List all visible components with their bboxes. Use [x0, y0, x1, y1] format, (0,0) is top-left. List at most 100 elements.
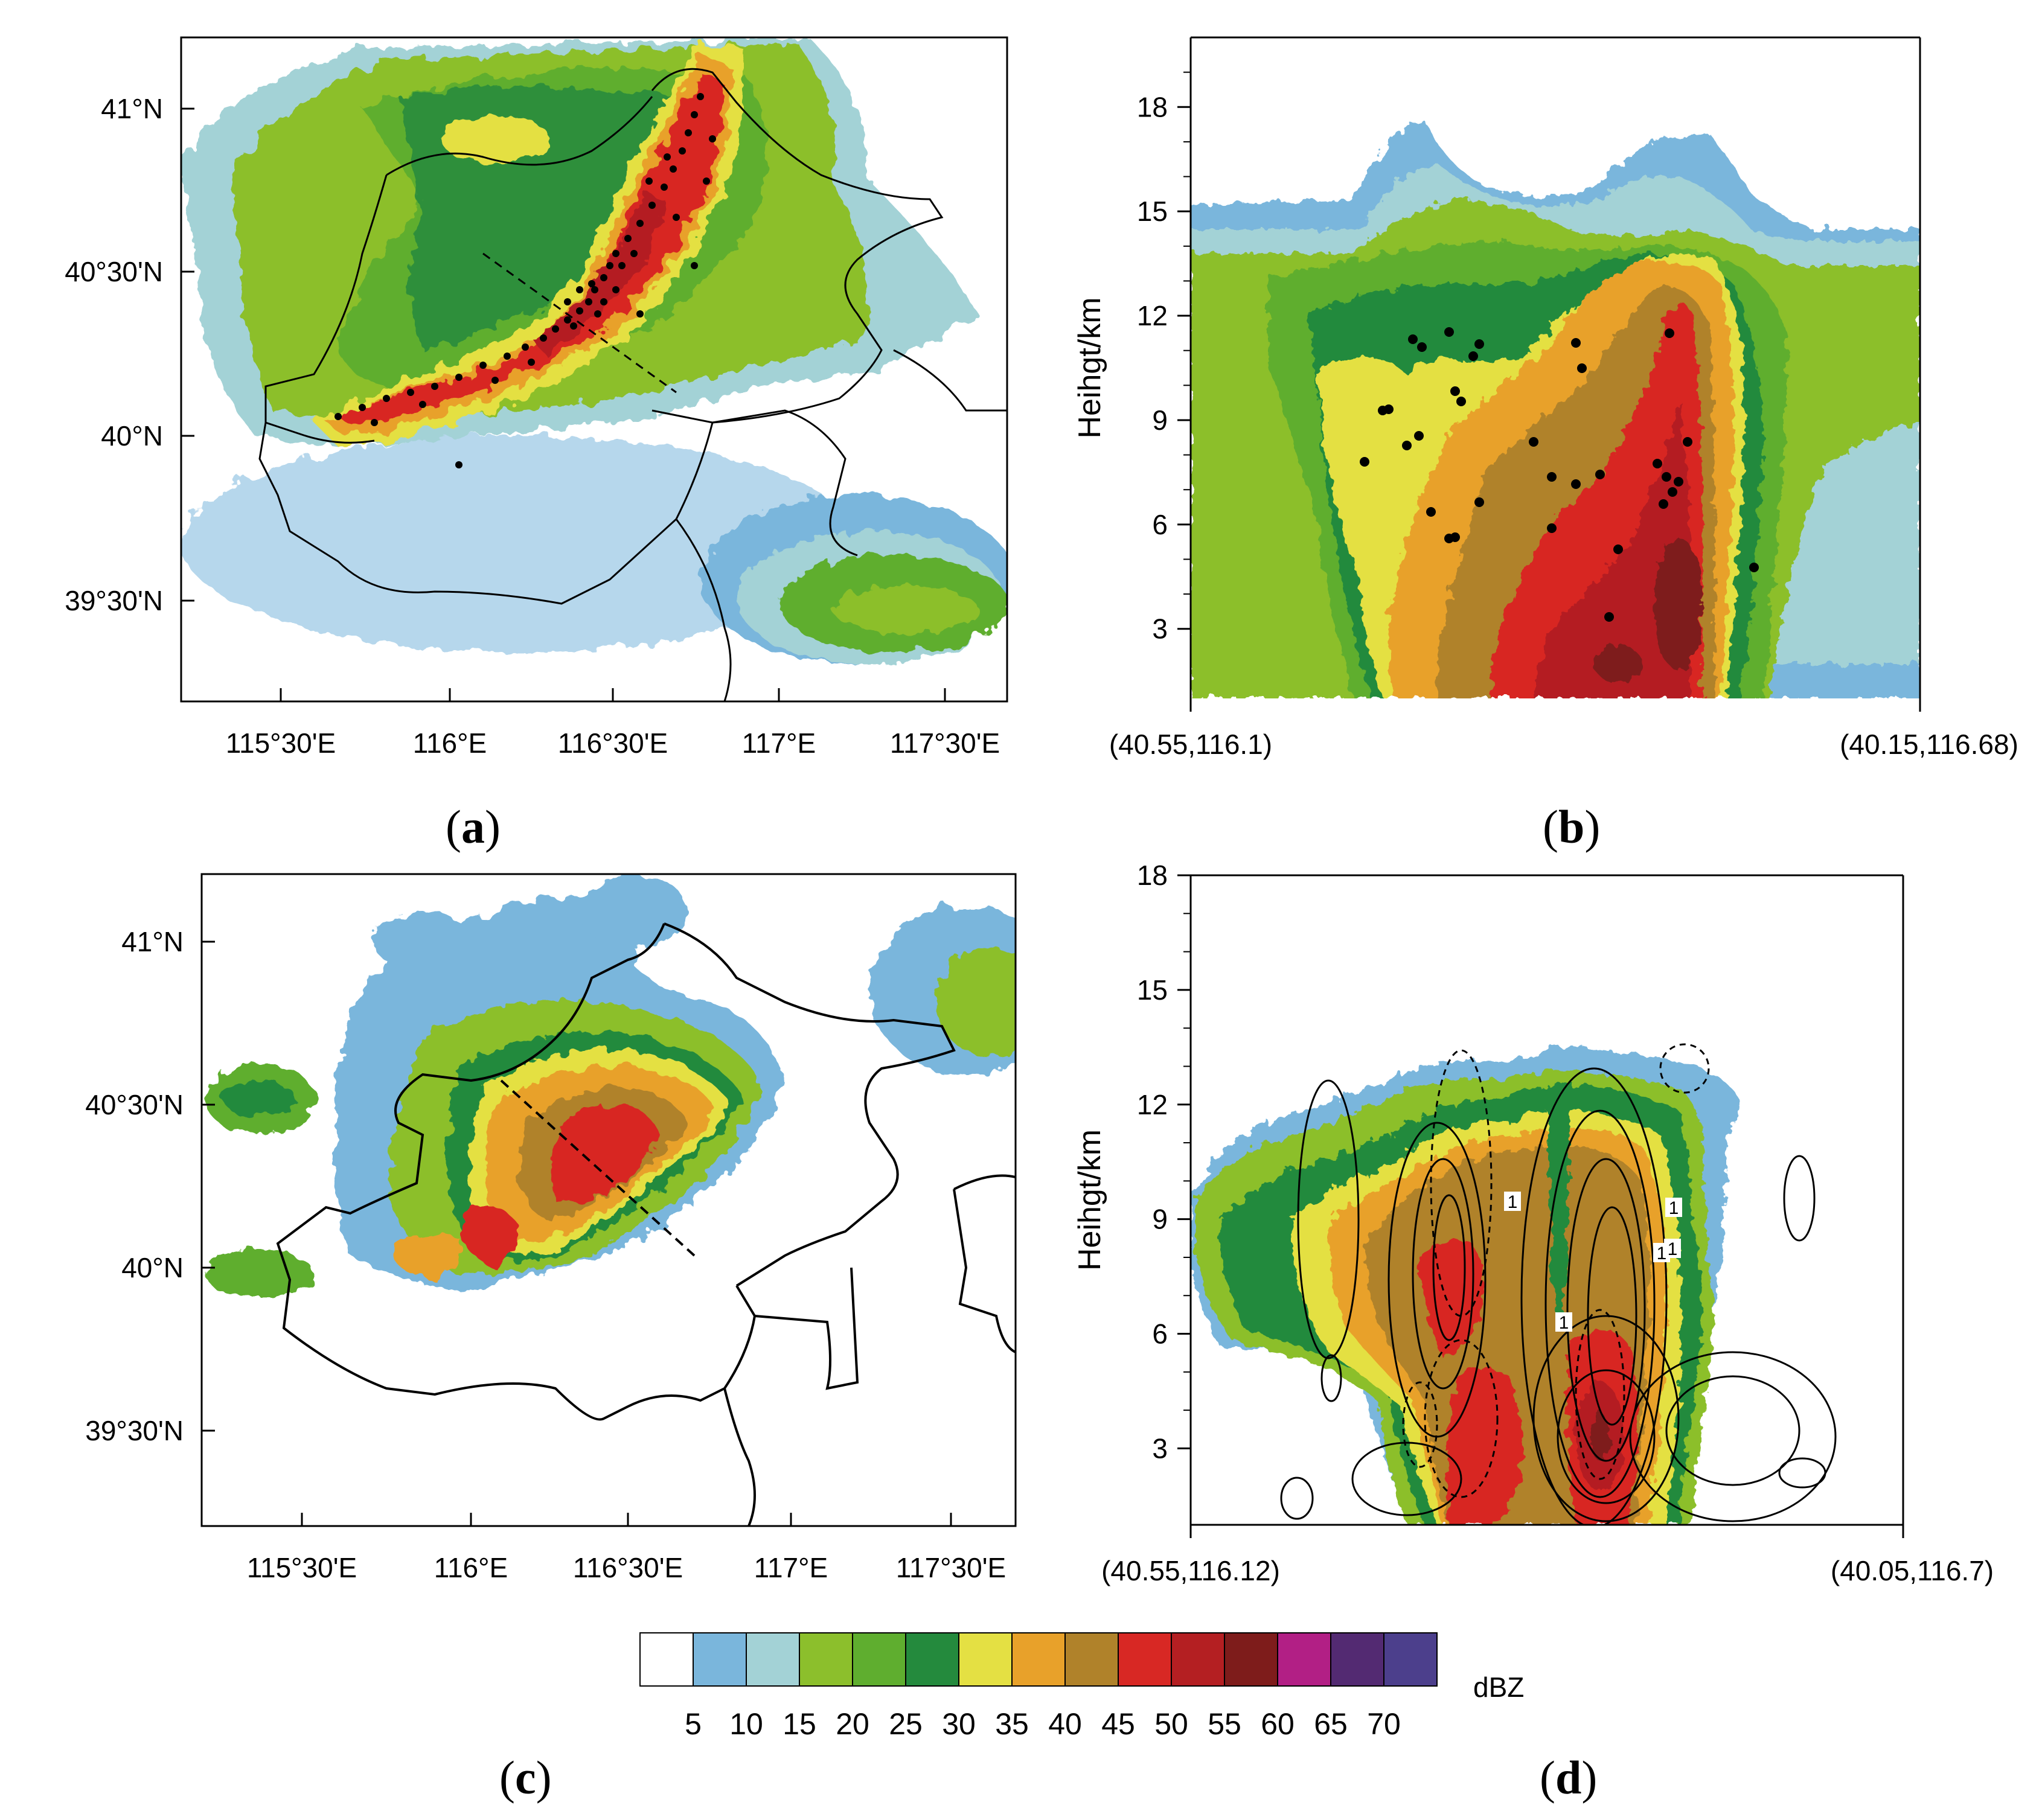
panel-a-reflectivity-field [181, 37, 1007, 701]
colorbar-swatch [1224, 1632, 1278, 1687]
panel-d-axes: 3 6 9 12 15 18 Heihgt/km (40.55,116.12) (40.05,1… [1072, 860, 1994, 1586]
contour-label: 1 [1668, 1239, 1678, 1259]
colorbar: 5 10 15 20 25 30 35 40 45 50 55 60 65 70 dBZ [639, 1632, 1524, 1741]
colorbar-tick-label: 20 [836, 1707, 869, 1741]
panel-a-boundaries [258, 68, 1007, 701]
panel-a-frame [180, 36, 1008, 703]
colorbar-tick-label: 40 [1048, 1707, 1082, 1741]
y-tick-label: 39°30'N [85, 1415, 184, 1446]
panel-b-lightning-dots [1360, 327, 1759, 622]
contour-label-box [1504, 1192, 1521, 1211]
x-tick-label: 117°30'E [890, 727, 1000, 759]
panel-b-axes: 3 6 9 12 15 18 Heihgt/km (40.55,116.1) (40.15,11… [1072, 71, 2018, 760]
y-tick-label: 18 [1137, 860, 1168, 891]
y-axis-label: Heihgt/km [1072, 297, 1107, 438]
panel-a-section-line [482, 252, 677, 394]
y-tick-label: 39°30'N [65, 585, 163, 616]
panel-c: 115°30'E 116°E 116°30'E 117°E 117°30'E 41°N 40… [85, 873, 1017, 1583]
colorbar-swatch [693, 1632, 747, 1687]
colorbar-tick-label: 60 [1261, 1707, 1295, 1741]
colorbar-swatch [958, 1632, 1013, 1687]
colorbar-swatch [1011, 1632, 1066, 1687]
y-tick-label: 9 [1152, 1204, 1168, 1235]
colorbar-swatch [1064, 1632, 1119, 1687]
colorbar-tick-label: 65 [1314, 1707, 1348, 1741]
caption-b: (b) [1543, 800, 1601, 853]
colorbar-unit: dBZ [1473, 1672, 1524, 1703]
y-tick-label: 9 [1152, 404, 1168, 436]
colorbar-tick-label: 35 [995, 1707, 1029, 1741]
colorbar-swatch [639, 1632, 694, 1687]
colorbar-swatch [1383, 1632, 1438, 1687]
panel-d-contours [1280, 1067, 1837, 1525]
panel-b: 3 6 9 12 15 18 Heihgt/km (40.55,116.1) (40.15,11… [1072, 36, 2018, 760]
x-tick-label: 117°E [742, 727, 816, 759]
y-tick-label: 40°N [121, 1252, 184, 1283]
y-tick-label: 12 [1137, 300, 1168, 331]
panel-c-frame [200, 873, 1017, 1527]
colorbar-tick-label: 10 [729, 1707, 763, 1741]
section-start-label: (40.55,116.1) [1109, 729, 1272, 760]
contour-label-box [1664, 1239, 1681, 1258]
colorbar-swatch [905, 1632, 959, 1687]
colorbar-swatch [852, 1632, 906, 1687]
colorbar-tick-label: 50 [1154, 1707, 1188, 1741]
panel-b-reflectivity-field [1191, 121, 1920, 698]
x-tick-label: 116°30'E [558, 727, 668, 759]
x-tick-label: 115°30'E [226, 727, 336, 759]
panel-a: 115°30'E 116°E 116°30'E 117°E 117°30'E 41°N 40… [65, 36, 1008, 759]
y-tick-label: 15 [1137, 974, 1168, 1006]
y-tick-label: 3 [1152, 613, 1168, 645]
section-end-label: (40.05,116.7) [1831, 1555, 1994, 1586]
y-tick-label: 15 [1137, 196, 1168, 227]
y-tick-label: 6 [1152, 1318, 1168, 1350]
colorbar-tick-label: 30 [942, 1707, 976, 1741]
colorbar-swatch [1277, 1632, 1331, 1687]
colorbar-swatch [1171, 1632, 1225, 1687]
colorbar-swatch [799, 1632, 853, 1687]
caption-a: (a) [446, 800, 501, 853]
caption-d: (d) [1540, 1751, 1598, 1804]
x-tick-label: 116°30'E [573, 1552, 683, 1583]
x-tick-label: 116°E [413, 727, 487, 759]
x-tick-label: 115°30'E [247, 1552, 357, 1583]
panel-c-axes: 115°30'E 116°E 116°30'E 117°E 117°30'E 41°N 40… [85, 926, 1006, 1583]
y-tick-label: 18 [1137, 91, 1168, 123]
y-tick-label: 3 [1152, 1432, 1168, 1464]
colorbar-tick-label: 5 [685, 1707, 702, 1741]
panel-a-lightning-dots [334, 93, 716, 468]
x-tick-label: 117°E [754, 1552, 828, 1583]
y-tick-label: 41°N [121, 926, 184, 957]
colorbar-swatch [1118, 1632, 1172, 1687]
colorbar-tick-label: 25 [889, 1707, 923, 1741]
contour-label: 1 [1669, 1198, 1679, 1218]
colorbar-tick-label: 15 [783, 1707, 816, 1741]
y-tick-label: 40°N [101, 420, 163, 452]
y-tick-label: 41°N [101, 93, 163, 124]
contour-label: 1 [1559, 1313, 1569, 1333]
y-tick-label: 40°30'N [65, 256, 163, 287]
colorbar-swatch [746, 1632, 800, 1687]
section-start-label: (40.55,116.12) [1101, 1555, 1280, 1586]
contour-label: 1 [1508, 1192, 1518, 1212]
colorbar-swatch [1330, 1632, 1384, 1687]
section-end-label: (40.15,116.68) [1840, 729, 2018, 760]
x-tick-label: 116°E [434, 1552, 508, 1583]
panel-c-reflectivity-field [205, 875, 1016, 1526]
panel-c-section-line [500, 1079, 696, 1257]
panel-c-boundaries [276, 922, 1016, 1526]
y-tick-label: 6 [1152, 509, 1168, 540]
colorbar-tick-label: 45 [1101, 1707, 1135, 1741]
colorbar-tick-label: 70 [1367, 1707, 1401, 1741]
y-tick-label: 12 [1137, 1089, 1168, 1120]
caption-c: (c) [499, 1751, 552, 1804]
x-tick-label: 117°30'E [896, 1552, 1006, 1583]
contour-label-box [1555, 1312, 1572, 1332]
y-axis-label: Heihgt/km [1072, 1129, 1107, 1271]
panel-a-axes: 115°30'E 116°E 116°30'E 117°E 117°30'E 41°N 40… [65, 93, 1000, 759]
y-tick-label: 40°30'N [85, 1089, 184, 1120]
